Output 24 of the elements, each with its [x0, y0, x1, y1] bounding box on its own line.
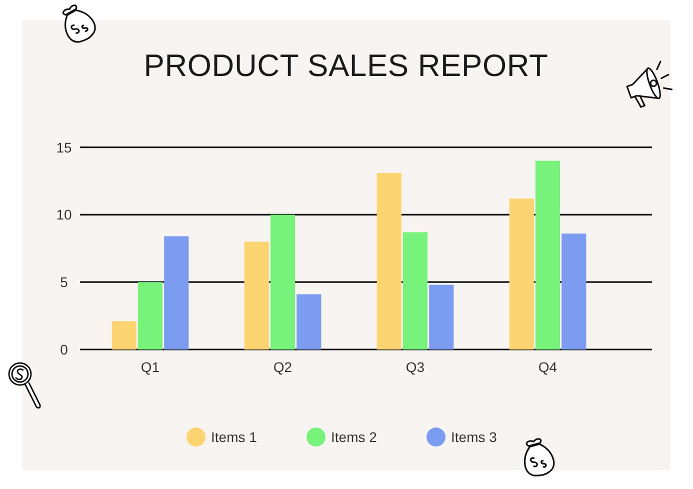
y-tick-label: 10 — [56, 206, 72, 223]
y-tick-label: 15 — [56, 139, 72, 156]
bar — [164, 236, 189, 350]
bar — [429, 284, 454, 350]
bar — [376, 172, 402, 350]
bar — [535, 160, 560, 350]
bar — [402, 232, 428, 350]
bar — [509, 198, 534, 350]
chart-title: PRODUCT SALES REPORT — [144, 48, 548, 83]
x-tick-label: Q2 — [273, 359, 292, 375]
legend-label: Items 2 — [331, 429, 378, 445]
legend-label: Items 1 — [211, 429, 258, 445]
bar — [244, 242, 269, 350]
bar — [112, 321, 136, 350]
bar — [562, 234, 586, 350]
bar — [270, 214, 296, 350]
y-tick-label: 5 — [60, 274, 68, 290]
legend-label: Items 3 — [451, 429, 498, 445]
x-tick-label: Q1 — [140, 359, 160, 375]
y-tick-label: 0 — [60, 342, 68, 358]
bar — [138, 282, 163, 350]
bar — [296, 294, 322, 350]
x-tick-label: Q3 — [406, 359, 425, 375]
x-tick-label: Q4 — [538, 359, 558, 375]
